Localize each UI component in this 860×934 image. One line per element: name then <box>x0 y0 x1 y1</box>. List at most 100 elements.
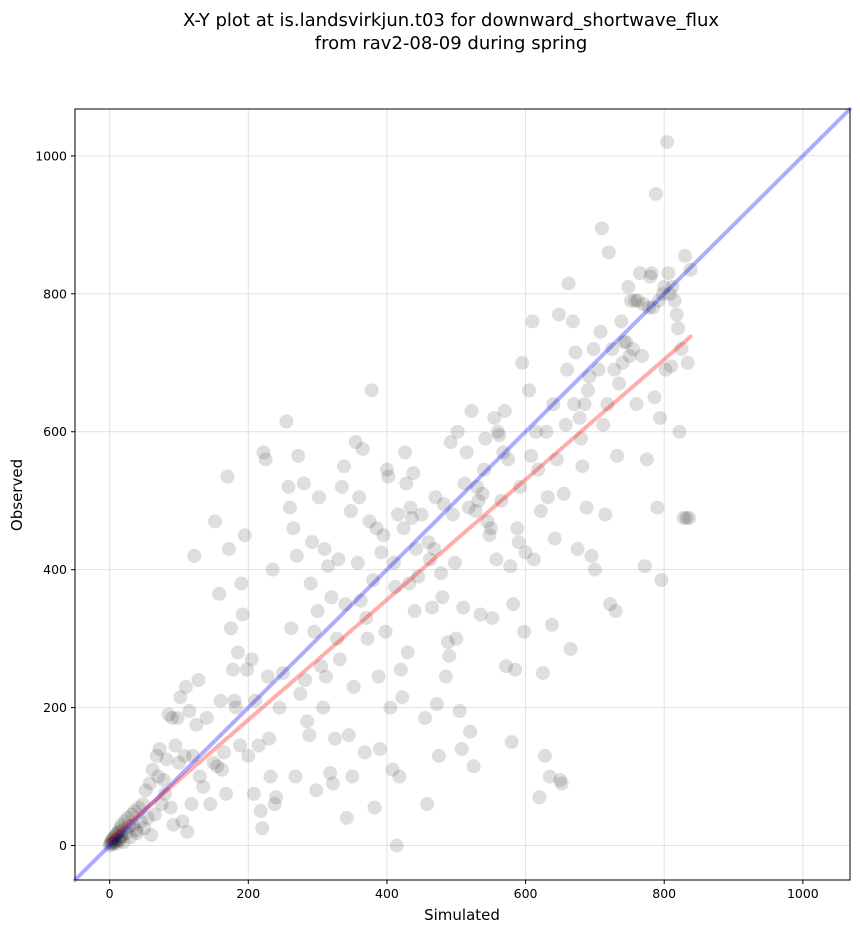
data-point <box>258 452 273 467</box>
data-point <box>399 476 414 491</box>
data-point <box>281 479 296 494</box>
data-point <box>655 286 670 301</box>
data-point <box>427 541 442 556</box>
data-point <box>293 686 308 701</box>
data-point <box>343 504 358 519</box>
data-point <box>103 836 118 851</box>
data-point <box>400 645 415 660</box>
data-point <box>171 755 186 770</box>
data-point <box>284 621 299 636</box>
data-point <box>396 521 411 536</box>
data-point <box>131 800 146 815</box>
data-point <box>123 830 138 845</box>
data-point <box>106 835 121 850</box>
data-point <box>386 555 401 570</box>
data-point <box>338 597 353 612</box>
data-point <box>574 431 589 446</box>
data-point <box>429 697 444 712</box>
y-axis-label: Observed <box>8 459 26 531</box>
data-point <box>212 586 227 601</box>
data-point <box>539 424 554 439</box>
x-tick-label: 0 <box>106 886 114 901</box>
data-point <box>630 293 645 308</box>
data-point <box>353 593 368 608</box>
data-point <box>348 435 363 450</box>
data-point <box>672 424 687 439</box>
data-point <box>445 507 460 522</box>
data-point <box>489 552 504 567</box>
y-tick-label: 400 <box>43 562 67 577</box>
data-point <box>499 659 514 674</box>
data-point <box>639 452 654 467</box>
data-point <box>262 731 277 746</box>
one-to-one-line <box>73 107 852 882</box>
data-point <box>418 710 433 725</box>
data-point <box>221 541 236 556</box>
data-point <box>614 314 629 329</box>
data-point <box>403 500 418 515</box>
data-point <box>407 604 422 619</box>
x-tick-label: 400 <box>375 886 399 901</box>
data-point <box>478 431 493 446</box>
data-point <box>161 707 176 722</box>
data-point <box>492 428 507 443</box>
data-point <box>508 662 523 677</box>
data-point <box>596 417 611 432</box>
data-point <box>524 448 539 463</box>
data-point <box>237 528 252 543</box>
data-point <box>662 286 677 301</box>
data-point <box>612 376 627 391</box>
data-point <box>632 266 647 281</box>
data-point <box>239 662 254 677</box>
data-point <box>133 814 148 829</box>
data-point <box>584 548 599 563</box>
data-point <box>664 359 679 374</box>
data-point <box>309 783 324 798</box>
x-tick-label: 800 <box>652 886 676 901</box>
data-point <box>635 348 650 363</box>
x-tick-label: 200 <box>236 886 260 901</box>
data-point <box>447 555 462 570</box>
data-point <box>302 728 317 743</box>
data-point <box>291 448 306 463</box>
data-point <box>234 576 249 591</box>
data-point <box>475 486 490 501</box>
data-point <box>230 645 245 660</box>
data-point <box>104 833 119 848</box>
y-tick-label: 600 <box>43 424 67 439</box>
data-point <box>531 462 546 477</box>
data-point <box>324 590 339 605</box>
data-point <box>607 362 622 377</box>
data-point <box>142 776 157 791</box>
data-point <box>682 510 697 525</box>
data-point <box>393 662 408 677</box>
data-point <box>145 762 160 777</box>
data-point <box>180 824 195 839</box>
data-point <box>518 545 533 560</box>
data-point <box>369 521 384 536</box>
reference-lines <box>73 107 852 882</box>
data-point <box>263 769 278 784</box>
data-point <box>115 828 130 843</box>
data-point <box>669 307 684 322</box>
data-point <box>137 821 152 836</box>
data-point <box>480 514 495 529</box>
data-point <box>434 566 449 581</box>
data-point <box>563 641 578 656</box>
data-point <box>680 355 695 370</box>
data-point <box>323 766 338 781</box>
data-point <box>185 748 200 763</box>
data-point <box>298 673 313 688</box>
data-point <box>501 452 516 467</box>
data-point <box>256 445 271 460</box>
data-point <box>214 762 229 777</box>
data-point <box>420 797 435 812</box>
data-point <box>378 624 393 639</box>
data-points <box>102 135 698 853</box>
data-point <box>296 476 311 491</box>
data-point <box>428 490 443 505</box>
data-point <box>165 710 180 725</box>
data-point <box>389 838 404 853</box>
data-point <box>450 424 465 439</box>
data-point <box>199 710 214 725</box>
